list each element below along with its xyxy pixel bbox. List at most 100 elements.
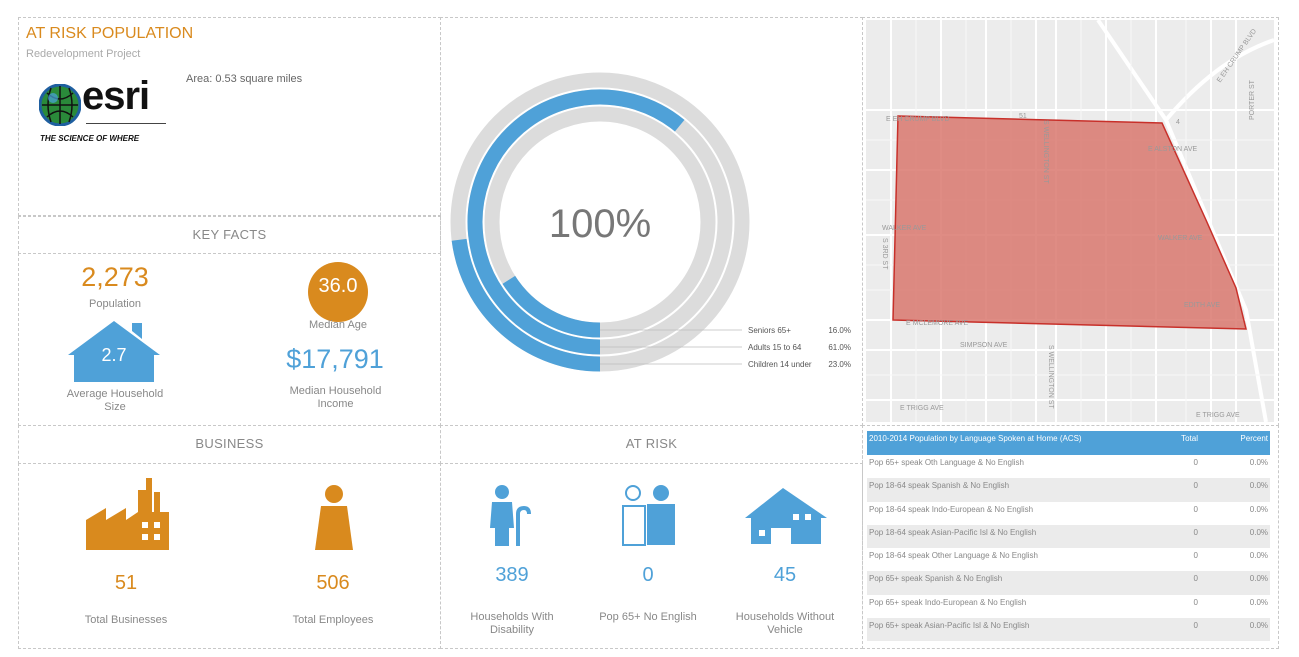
cell-percent: 0.0% bbox=[1249, 551, 1268, 561]
language-table: 2010-2014 Population by Language Spoken … bbox=[867, 431, 1270, 642]
seniors-icon bbox=[622, 485, 675, 546]
map-label: WALKER AVE bbox=[1158, 235, 1203, 242]
employee-icon bbox=[315, 485, 353, 550]
house-no-vehicle-icon bbox=[745, 488, 827, 544]
map-label: E MCLEMORE AVE bbox=[906, 320, 969, 327]
table-row: Pop 65+ speak Indo-European & No English… bbox=[867, 595, 1270, 618]
cell-total: 0 bbox=[1193, 597, 1198, 607]
logo-text: esri bbox=[82, 74, 150, 118]
cell-total: 0 bbox=[1160, 524, 1210, 549]
column-header-category: 2010-2014 Population by Language Spoken … bbox=[867, 431, 1160, 455]
no-english-label: Pop 65+ No English bbox=[599, 611, 697, 623]
table-panel bbox=[862, 425, 1279, 649]
map-label: WALKER AVE bbox=[882, 225, 927, 232]
table-row: Pop 18-64 speak Spanish & No English 0 0.0… bbox=[867, 478, 1270, 502]
cell-total: 0 bbox=[1160, 478, 1210, 502]
cell-percent: 0.0% bbox=[1210, 478, 1270, 502]
income-label: Median Household Income bbox=[289, 385, 382, 410]
map-label: 4 bbox=[1176, 119, 1180, 126]
cell-category: Pop 18-64 speak Asian-Pacific Isl & No E… bbox=[867, 524, 1160, 549]
map-label: E ALSTON AVE bbox=[1148, 146, 1198, 153]
total-employees-value: 506 bbox=[316, 572, 350, 594]
esri-logo: esri THE SCIENCE OF WHERE bbox=[38, 74, 173, 148]
map-label: E TRIGG AVE bbox=[1196, 412, 1240, 419]
business-header: BUSINESS bbox=[18, 425, 441, 464]
ring-bar bbox=[467, 89, 685, 355]
legend-name: Adults 15 to 64 bbox=[748, 343, 802, 352]
ring-bar bbox=[451, 238, 601, 372]
cell-category: Pop 65+ speak Indo-European & No English bbox=[869, 597, 1027, 607]
cell-total: 0 bbox=[1193, 551, 1198, 561]
disability-icon bbox=[490, 485, 531, 546]
legend-name: Seniors 65+ bbox=[748, 326, 791, 335]
median-age-value: 36.0 bbox=[318, 275, 358, 297]
table-row: Pop 65+ speak Spanish & No English 0 0.0% bbox=[867, 571, 1270, 595]
population-label: Population bbox=[89, 298, 141, 310]
table-row: Pop 65+ speak Oth Language & No English 0… bbox=[867, 455, 1270, 478]
house-icon bbox=[68, 321, 160, 382]
disability-value: 389 bbox=[495, 564, 529, 586]
total-businesses-label: Total Businesses bbox=[84, 614, 168, 626]
legend-label: 23.0% bbox=[828, 360, 851, 369]
table-header-row: 2010-2014 Population by Language Spoken … bbox=[867, 431, 1270, 455]
disability-label: Households With Disability bbox=[470, 611, 554, 636]
income-value: $17,791 bbox=[286, 344, 384, 374]
cell-percent: 0.0% bbox=[1210, 618, 1270, 642]
no-vehicle-label: Households Without Vehicle bbox=[735, 611, 835, 636]
age-radial-chart: 100% Seniors 65+ 16.0% Adults 15 to 64 61.0… bbox=[450, 72, 851, 372]
map-label: E EH CRUMP BLVD bbox=[886, 116, 950, 123]
table-row: Pop 18-64 speak Indo-European & No Engli… bbox=[867, 502, 1270, 525]
language-table-container: 2010-2014 Population by Language Spoken … bbox=[867, 431, 1270, 642]
column-header-percent: Percent bbox=[1210, 431, 1270, 455]
no-vehicle-value: 45 bbox=[773, 564, 797, 586]
table-row: Pop 65+ speak Asian-Pacific Isl & No Eng… bbox=[867, 618, 1270, 642]
household-size-label: Average Household Size bbox=[66, 388, 164, 413]
page-title: AT RISK POPULATION bbox=[26, 25, 194, 42]
page-subtitle: Redevelopment Project bbox=[26, 48, 141, 60]
column-header-total: Total bbox=[1160, 431, 1210, 455]
cell-category: Pop 65+ speak Oth Language & No English bbox=[869, 458, 1024, 467]
household-size-value: 2.7 bbox=[101, 345, 127, 365]
cell-percent: 0.0% bbox=[1210, 524, 1270, 549]
legend-label: 16.0% bbox=[828, 326, 851, 335]
cell-category: Pop 18-64 speak Indo-European & No Engli… bbox=[869, 504, 1034, 514]
map-label: 51 bbox=[1019, 113, 1027, 120]
total-employees-label: Total Employees bbox=[292, 614, 374, 626]
total-businesses-value: 51 bbox=[114, 572, 138, 594]
legend-name: Children 14 under bbox=[748, 360, 812, 369]
ring-bar bbox=[502, 275, 601, 338]
legend-label: 61.0% bbox=[828, 343, 851, 352]
key-facts-header: KEY FACTS bbox=[18, 216, 441, 254]
map-label: PORTER ST bbox=[1249, 80, 1256, 120]
cell-total: 0 bbox=[1160, 571, 1210, 595]
factory-icon bbox=[86, 478, 169, 550]
cell-percent: 0.0% bbox=[1210, 571, 1270, 595]
cell-category: Pop 65+ speak Asian-Pacific Isl & No Eng… bbox=[867, 618, 1160, 642]
map-label: S 3RD ST bbox=[881, 238, 888, 270]
map-canvas[interactable] bbox=[866, 20, 1274, 422]
cell-total: 0 bbox=[1193, 458, 1198, 467]
table-row: Pop 18-64 speak Other Language & No Engl… bbox=[867, 548, 1270, 571]
area-text: Area: 0.53 square miles bbox=[186, 73, 303, 85]
logo-tagline: THE SCIENCE OF WHERE bbox=[40, 134, 140, 143]
population-value: 2,273 bbox=[81, 262, 149, 292]
median-age-label: Median Age bbox=[308, 319, 368, 331]
map-label: SIMPSON AVE bbox=[960, 342, 1008, 349]
map-label: EDITH AVE bbox=[1184, 302, 1221, 309]
cell-percent: 0.0% bbox=[1249, 458, 1268, 467]
cell-total: 0 bbox=[1193, 504, 1198, 514]
table-row: Pop 18-64 speak Asian-Pacific Isl & No E… bbox=[867, 524, 1270, 549]
cell-total: 0 bbox=[1160, 618, 1210, 642]
map-label: E TRIGG AVE bbox=[900, 405, 944, 412]
cell-percent: 0.0% bbox=[1249, 597, 1268, 607]
center-label: 100% bbox=[549, 202, 651, 246]
cell-category: Pop 65+ speak Spanish & No English bbox=[867, 571, 1160, 595]
cell-percent: 0.0% bbox=[1249, 504, 1268, 514]
globe-icon bbox=[39, 84, 81, 126]
map-label: S WELLINGTON ST bbox=[1042, 120, 1049, 184]
no-english-value: 0 bbox=[642, 564, 654, 586]
median-age-circle: 36.0 bbox=[308, 262, 368, 322]
cell-category: Pop 18-64 speak Other Language & No Engl… bbox=[869, 551, 1039, 561]
map[interactable]: E EH CRUMP BLVD E ALSTON AVE WALKER AVE WAL… bbox=[866, 20, 1274, 422]
project-area-polygon[interactable] bbox=[892, 115, 1247, 330]
